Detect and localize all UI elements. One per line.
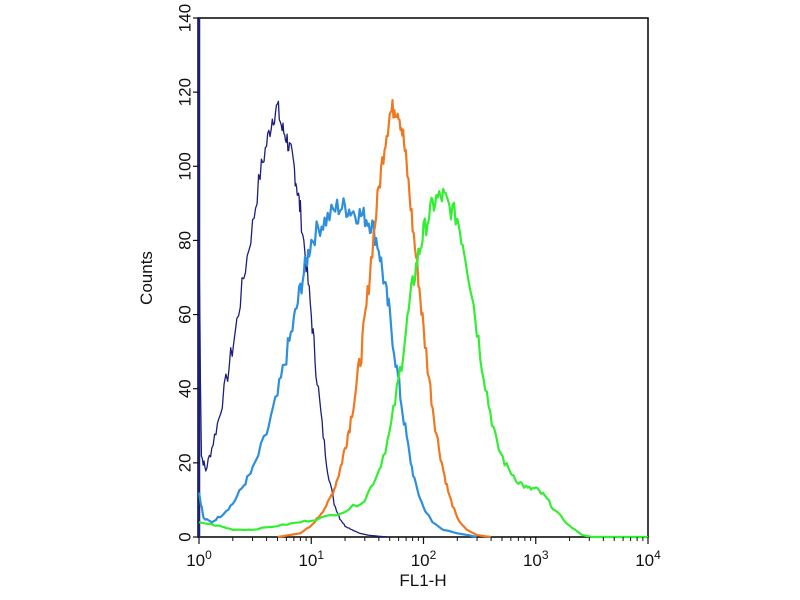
x-axis-title: FL1-H bbox=[399, 571, 446, 590]
x-tick-label: 103 bbox=[523, 548, 549, 570]
x-tick-label: 104 bbox=[635, 548, 661, 570]
ticks-layer: 0 20 40 60 80 100 120 140 100 101 102 103 104 bbox=[176, 4, 662, 570]
x-tick-label: 101 bbox=[298, 548, 324, 570]
y-tick-label: 40 bbox=[176, 379, 195, 398]
y-tick-label: 60 bbox=[176, 305, 195, 324]
series-line-4 bbox=[198, 187, 648, 539]
x-tick-label: 102 bbox=[411, 548, 437, 570]
y-tick-label: 0 bbox=[176, 532, 195, 541]
y-tick-label: 20 bbox=[176, 453, 195, 472]
series-line-1 bbox=[198, 100, 390, 538]
y-tick-label: 120 bbox=[176, 78, 195, 106]
plot-frame bbox=[197, 17, 649, 538]
series-line-2 bbox=[197, 197, 478, 539]
y-axis-title: Counts bbox=[137, 251, 156, 305]
y-tick-label: 140 bbox=[176, 4, 195, 32]
series-line-3 bbox=[277, 99, 492, 539]
x-tick-label: 100 bbox=[186, 548, 212, 570]
y-tick-label: 80 bbox=[176, 231, 195, 250]
series-layer bbox=[197, 99, 648, 539]
y-tick-label: 100 bbox=[176, 152, 195, 180]
